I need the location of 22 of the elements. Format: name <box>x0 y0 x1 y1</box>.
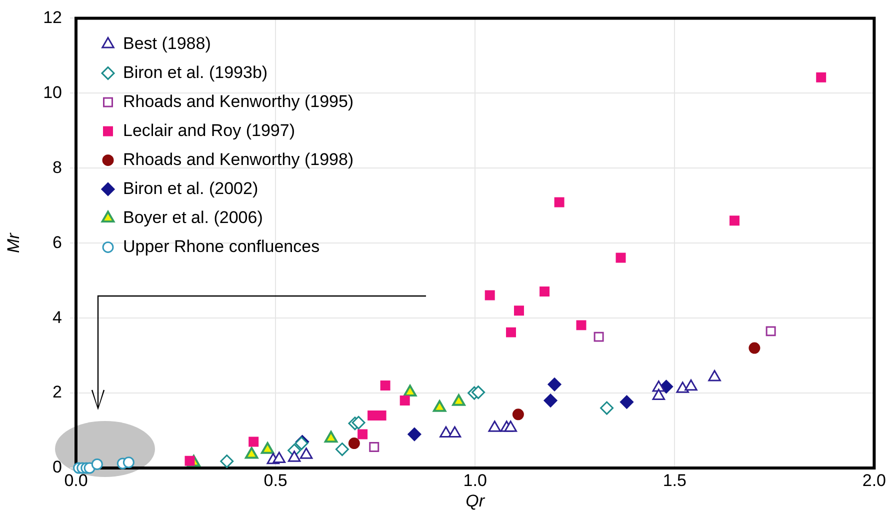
legend-label: Biron et al. (2002) <box>123 178 258 198</box>
legend-label: Upper Rhone confluences <box>123 236 320 256</box>
y-tick-label: 10 <box>43 82 62 102</box>
x-tick-label: 1.0 <box>463 470 487 490</box>
y-tick-label: 2 <box>52 382 62 402</box>
y-tick-label: 12 <box>43 8 62 27</box>
legend-label: Rhoads and Kenworthy (1995) <box>123 92 354 111</box>
y-tick-label: 8 <box>52 158 62 177</box>
x-tick-label: 1.5 <box>662 470 686 490</box>
legend-label: Leclair and Roy (1997) <box>123 120 295 140</box>
x-tick-label: 2.0 <box>862 470 886 490</box>
y-tick-label: 4 <box>52 308 62 327</box>
x-axis-title: Qr <box>466 492 486 511</box>
y-tick-label: 6 <box>52 232 62 252</box>
y-tick-label: 0 <box>52 458 62 477</box>
x-tick-label: 0.5 <box>264 470 288 490</box>
y-axis-title: Mr <box>4 232 23 254</box>
legend-label: Boyer et al. (2006) <box>123 208 263 227</box>
x-tick-label: 0.0 <box>64 470 88 490</box>
legend-label: Rhoads and Kenworthy (1998) <box>123 150 354 169</box>
legend-label: Biron et al. (1993b) <box>123 62 268 82</box>
legend-label: Best (1988) <box>123 34 211 53</box>
